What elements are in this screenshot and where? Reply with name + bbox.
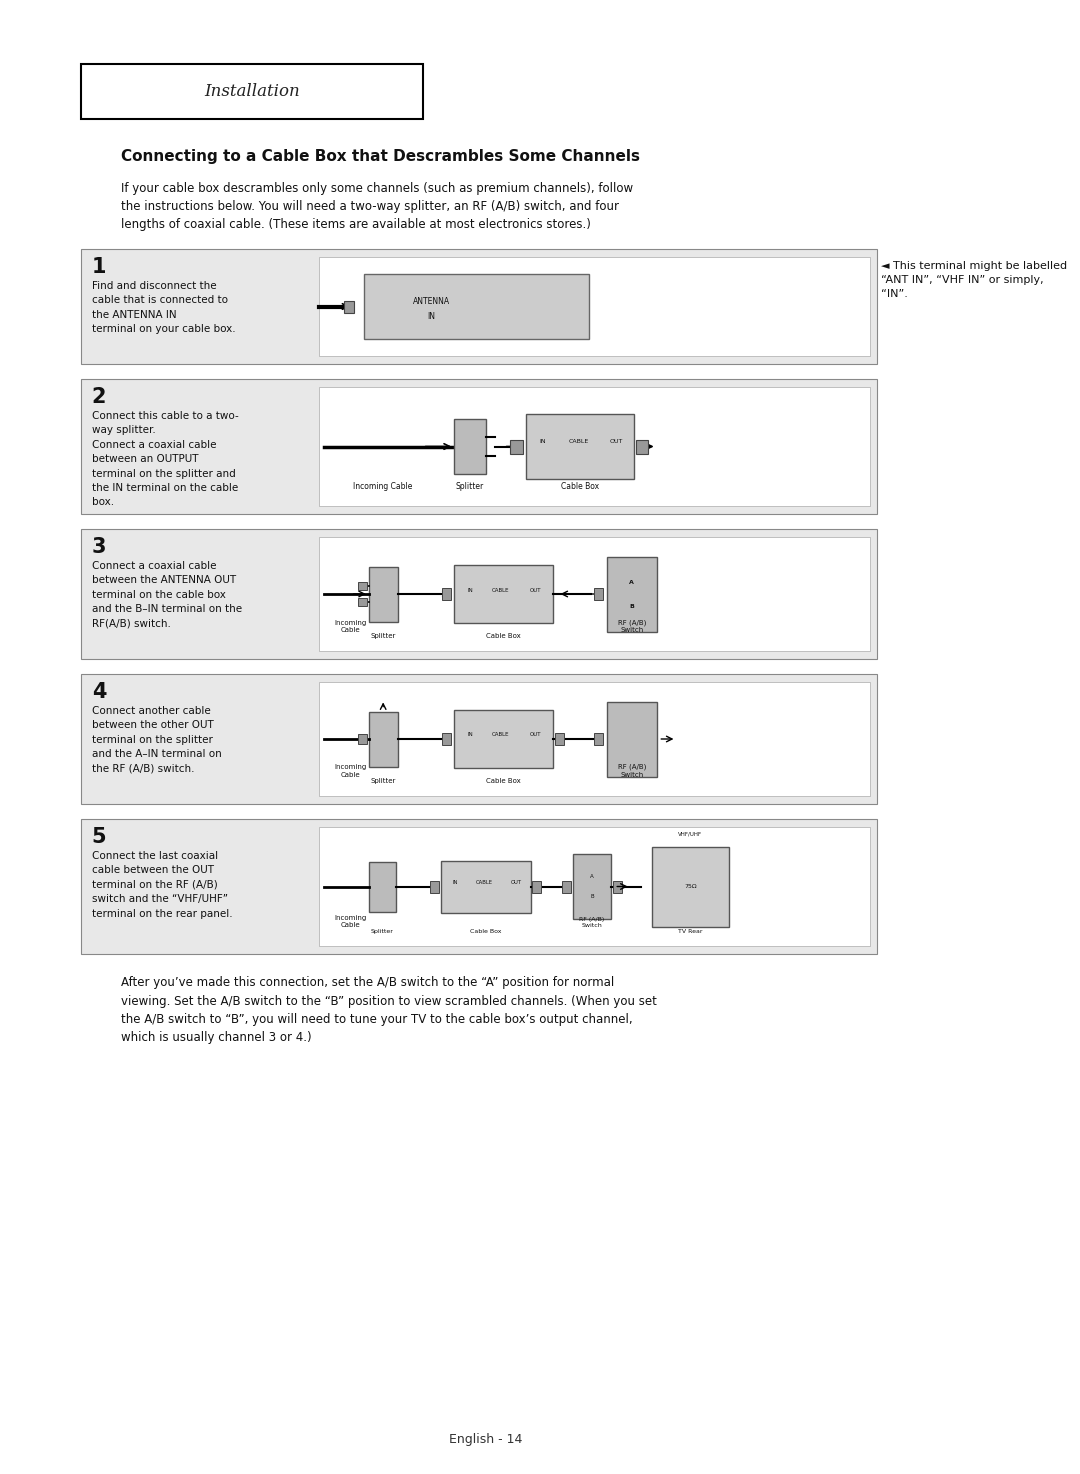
Text: IN: IN (468, 588, 473, 593)
Text: IN: IN (539, 439, 545, 444)
Text: Splitter: Splitter (456, 482, 484, 491)
Text: IN: IN (453, 880, 458, 884)
FancyBboxPatch shape (636, 439, 648, 454)
Text: Installation: Installation (204, 83, 300, 100)
Text: Incoming
Cable: Incoming Cable (335, 914, 367, 929)
FancyBboxPatch shape (430, 880, 438, 892)
FancyBboxPatch shape (442, 733, 450, 744)
Text: Incoming
Cable: Incoming Cable (335, 765, 367, 778)
Text: Cable Box: Cable Box (486, 632, 521, 640)
FancyBboxPatch shape (357, 598, 367, 606)
FancyBboxPatch shape (320, 388, 869, 506)
FancyBboxPatch shape (455, 710, 553, 768)
Text: 1: 1 (92, 256, 106, 277)
FancyBboxPatch shape (562, 880, 571, 892)
Text: ANTENNA: ANTENNA (414, 296, 450, 307)
Text: OUT: OUT (511, 880, 522, 884)
FancyBboxPatch shape (364, 274, 589, 339)
Text: Connect the last coaxial
cable between the OUT
terminal on the RF (A/B)
switch a: Connect the last coaxial cable between t… (92, 850, 232, 918)
Text: A: A (630, 579, 634, 585)
Text: 4: 4 (92, 682, 106, 702)
Text: After you’ve made this connection, set the A/B switch to the “A” position for no: After you’ve made this connection, set t… (121, 976, 658, 1045)
FancyBboxPatch shape (81, 379, 877, 514)
Text: 3: 3 (92, 537, 106, 557)
FancyBboxPatch shape (343, 301, 354, 312)
Text: Find and disconnect the
cable that is connected to
the ANTENNA IN
terminal on yo: Find and disconnect the cable that is co… (92, 282, 235, 335)
FancyBboxPatch shape (441, 861, 530, 912)
FancyBboxPatch shape (320, 827, 869, 946)
Text: Splitter: Splitter (370, 778, 396, 784)
Text: OUT: OUT (529, 588, 541, 593)
FancyBboxPatch shape (320, 256, 869, 357)
Text: English - 14: English - 14 (449, 1433, 523, 1446)
FancyBboxPatch shape (368, 566, 397, 622)
Text: Connect another cable
between the other OUT
terminal on the splitter
and the A–I: Connect another cable between the other … (92, 706, 221, 774)
Text: CABLE: CABLE (492, 588, 510, 593)
FancyBboxPatch shape (455, 419, 486, 475)
FancyBboxPatch shape (81, 674, 877, 803)
FancyBboxPatch shape (607, 702, 657, 777)
FancyBboxPatch shape (81, 529, 877, 659)
Text: Cable Box: Cable Box (470, 929, 501, 935)
Text: Incoming Cable: Incoming Cable (352, 482, 411, 491)
FancyBboxPatch shape (320, 537, 869, 652)
Text: Cable Box: Cable Box (486, 778, 521, 784)
Text: CABLE: CABLE (492, 733, 510, 737)
FancyBboxPatch shape (455, 565, 553, 624)
Text: Connect this cable to a two-
way splitter.
Connect a coaxial cable
between an OU: Connect this cable to a two- way splitte… (92, 411, 239, 507)
Text: If your cable box descrambles only some channels (such as premium channels), fol: If your cable box descrambles only some … (121, 181, 634, 231)
Text: 2: 2 (92, 388, 106, 407)
Text: Cable Box: Cable Box (562, 482, 599, 491)
FancyBboxPatch shape (572, 853, 610, 918)
FancyBboxPatch shape (594, 733, 603, 744)
FancyBboxPatch shape (612, 880, 621, 892)
FancyBboxPatch shape (594, 588, 603, 600)
FancyBboxPatch shape (652, 846, 729, 927)
FancyBboxPatch shape (368, 861, 395, 911)
Text: ◄ This terminal might be labelled
“ANT IN”, “VHF IN” or simply,
“IN”.: ◄ This terminal might be labelled “ANT I… (881, 261, 1067, 299)
Text: CABLE: CABLE (568, 439, 589, 444)
Text: IN: IN (468, 733, 473, 737)
Text: Connect a coaxial cable
between the ANTENNA OUT
terminal on the cable box
and th: Connect a coaxial cable between the ANTE… (92, 562, 242, 628)
FancyBboxPatch shape (368, 712, 397, 766)
Text: Splitter: Splitter (370, 929, 394, 935)
FancyBboxPatch shape (442, 588, 450, 600)
Text: TV Rear: TV Rear (678, 929, 703, 935)
Text: Splitter: Splitter (370, 632, 396, 640)
Text: OUT: OUT (609, 439, 623, 444)
FancyBboxPatch shape (357, 582, 367, 590)
Text: B: B (590, 895, 594, 899)
Text: Incoming
Cable: Incoming Cable (335, 619, 367, 632)
FancyBboxPatch shape (81, 249, 877, 364)
Text: Connecting to a Cable Box that Descrambles Some Channels: Connecting to a Cable Box that Descrambl… (121, 149, 640, 164)
Text: RF (A/B)
Switch: RF (A/B) Switch (618, 619, 646, 632)
Text: RF (A/B)
Switch: RF (A/B) Switch (618, 764, 646, 778)
Text: CABLE: CABLE (475, 880, 492, 884)
Text: VHF/UHF: VHF/UHF (678, 831, 702, 836)
Text: OUT: OUT (529, 733, 541, 737)
Text: RF (A/B)
Switch: RF (A/B) Switch (579, 917, 605, 929)
FancyBboxPatch shape (532, 880, 541, 892)
FancyBboxPatch shape (526, 414, 634, 479)
FancyBboxPatch shape (357, 734, 367, 744)
FancyBboxPatch shape (555, 733, 564, 744)
Text: A: A (590, 874, 594, 879)
Text: 5: 5 (92, 827, 106, 848)
Text: 75Ω: 75Ω (684, 884, 697, 889)
Text: B: B (630, 603, 634, 609)
FancyBboxPatch shape (81, 63, 422, 119)
FancyBboxPatch shape (510, 439, 523, 454)
Text: IN: IN (428, 312, 435, 321)
FancyBboxPatch shape (607, 557, 657, 631)
FancyBboxPatch shape (81, 820, 877, 954)
FancyBboxPatch shape (320, 682, 869, 796)
